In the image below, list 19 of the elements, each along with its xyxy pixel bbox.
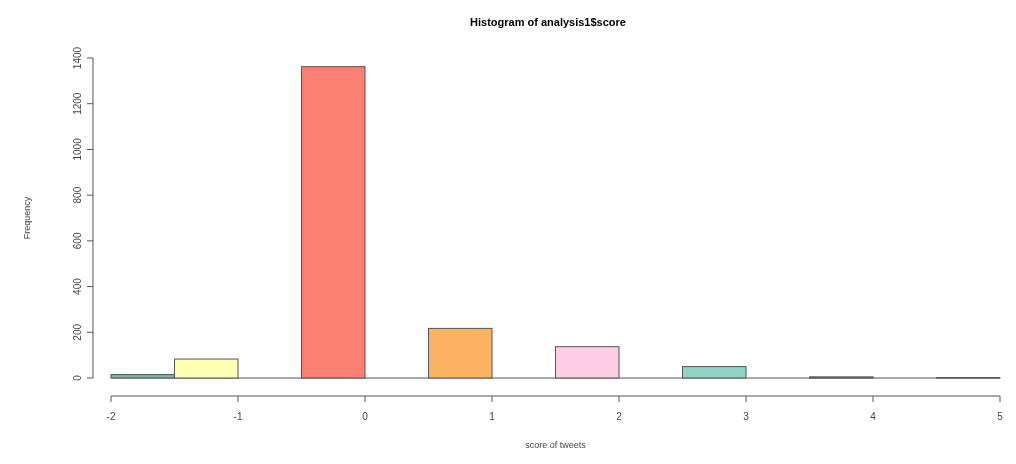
y-tick-label: 600 <box>72 232 83 250</box>
y-tick-label: 200 <box>72 323 83 341</box>
x-tick-label: 0 <box>362 411 369 422</box>
x-tick-label: 3 <box>743 411 750 422</box>
y-tick-label: 0 <box>72 374 83 381</box>
y-axis-title: Frequency <box>22 196 32 240</box>
x-tick-label: 1 <box>489 411 496 422</box>
y-tick-label: 1400 <box>72 46 83 70</box>
y-tick-label: 1200 <box>72 92 83 115</box>
x-axis-title: score of tweets <box>525 440 587 450</box>
x-tick-label: 2 <box>616 411 623 422</box>
x-tick-label: 5 <box>997 411 1004 422</box>
y-tick-label: 400 <box>72 277 83 295</box>
y-tick-label: 800 <box>72 186 83 204</box>
x-tick-label: -2 <box>106 411 116 422</box>
chart-title: Histogram of analysis1$score <box>470 16 626 28</box>
x-tick-label: -1 <box>233 411 243 422</box>
x-tick-label: 4 <box>870 411 877 422</box>
y-tick-label: 1000 <box>72 137 83 161</box>
